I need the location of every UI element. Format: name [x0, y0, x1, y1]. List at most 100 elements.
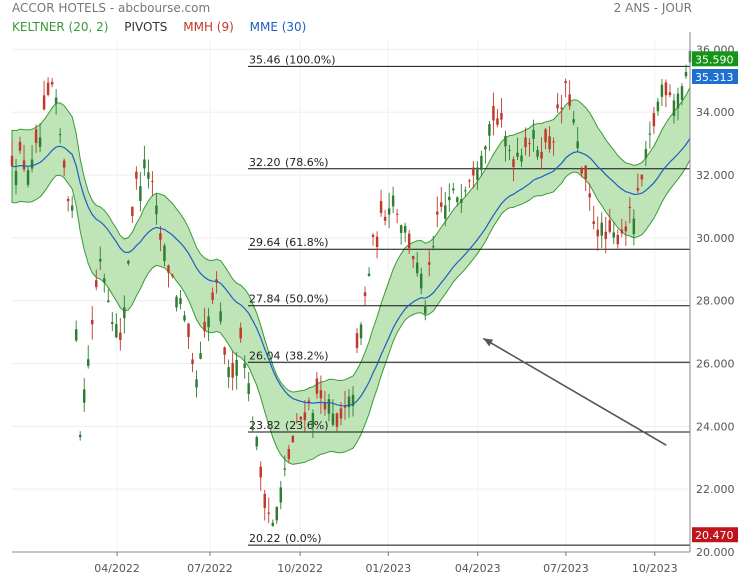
candle-body [255, 437, 258, 447]
chart-axes: 36.00034.00032.00030.00028.00026.00024.0… [12, 32, 735, 575]
y-tick-label: 34.000 [696, 106, 735, 119]
trend-arrow [482, 337, 667, 446]
candle-body [684, 72, 688, 77]
current-price-badge: 35.590 [695, 53, 734, 66]
y-tick-label: 24.000 [696, 420, 735, 433]
candle-body [22, 160, 26, 170]
candle-body [227, 367, 230, 378]
y-tick-label: 26.000 [696, 358, 735, 371]
candle-body [363, 292, 367, 297]
indicator-legend: KELTNER (20, 2) PIVOTS MMH (9) MME (30) [12, 20, 318, 34]
candle-body [195, 379, 198, 388]
keltner-channel [11, 87, 691, 465]
candle-body [123, 307, 126, 319]
candle-body [175, 296, 178, 308]
candle-body [395, 213, 399, 215]
price-badges: 35.590 35.313 20.470 [692, 51, 738, 543]
candle-body [411, 255, 415, 260]
candle-body [179, 298, 182, 305]
candle-body [496, 118, 499, 125]
candle-body [95, 280, 98, 287]
candle-body [391, 195, 395, 207]
fib-level-percent: (100.0%) [285, 53, 336, 66]
candle-body [78, 434, 82, 437]
candle-body [584, 165, 587, 180]
candle-body [323, 402, 327, 410]
fib-level-percent: (0.0%) [285, 532, 322, 545]
candle-body [608, 220, 611, 232]
candle-body [528, 143, 531, 145]
candle-body [62, 160, 66, 168]
keltner-band [11, 87, 691, 465]
legend-mme[interactable]: MME (30) [249, 20, 307, 34]
candle-body [243, 363, 246, 369]
candle-body [604, 231, 607, 240]
candle-body [283, 468, 287, 470]
x-tick-label: 04/2022 [94, 562, 140, 575]
y-tick-label: 22.000 [696, 483, 735, 496]
candle-body [167, 265, 170, 273]
candle-body [355, 333, 359, 349]
candle-body [676, 93, 680, 109]
candle-body [291, 435, 295, 443]
candlesticks [10, 41, 692, 527]
candle-body [303, 412, 307, 421]
candle-body [468, 180, 471, 182]
candle-body [199, 353, 202, 359]
x-tick-label: 10/2023 [632, 562, 678, 575]
candle-body [576, 141, 579, 149]
x-tick-label: 07/2022 [187, 562, 233, 575]
candle-body [440, 202, 443, 207]
arrow-head [483, 338, 494, 347]
candle-body [536, 150, 539, 157]
candle-body [187, 323, 190, 337]
candle-body [452, 188, 455, 191]
candle-body [135, 171, 138, 179]
candle-body [99, 258, 102, 262]
candle-body [375, 236, 379, 248]
candle-body [231, 362, 234, 378]
candle-body [423, 305, 427, 314]
candle-body [436, 211, 439, 215]
candle-body [656, 101, 660, 112]
candle-body [359, 324, 363, 339]
candle-body [30, 159, 34, 169]
candle-body [367, 273, 371, 276]
candle-body [432, 246, 435, 248]
legend-keltner[interactable]: KELTNER (20, 2) [12, 20, 109, 34]
candle-body [171, 274, 174, 277]
candle-body [219, 311, 222, 322]
candle-body [460, 199, 463, 203]
fib-level-value: 35.46 [249, 53, 281, 66]
y-tick-label: 32.000 [696, 169, 735, 182]
candle-body [10, 155, 14, 167]
candle-body [516, 152, 519, 157]
candle-body [319, 390, 323, 399]
candle-body [476, 167, 479, 180]
candle-body [387, 208, 391, 215]
candle-body [680, 86, 684, 100]
candle-body [267, 512, 270, 514]
candle-body [251, 426, 254, 430]
x-tick-label: 01/2023 [365, 562, 411, 575]
candle-body [139, 186, 142, 202]
candle-body [103, 278, 106, 283]
candle-body [327, 399, 331, 414]
mme-value-badge-bg [692, 69, 738, 85]
candle-body [383, 216, 387, 221]
candle-body [504, 135, 507, 147]
candle-body [295, 421, 299, 423]
candle-body [399, 225, 403, 233]
candle-body [159, 233, 162, 240]
fib-level-value: 29.64 [249, 236, 281, 249]
candle-body [315, 378, 319, 394]
low-value-badge: 20.470 [695, 529, 734, 542]
candle-body [660, 84, 664, 97]
legend-pivots[interactable]: PIVOTS [124, 20, 168, 34]
candle-body [26, 170, 30, 185]
x-tick-label: 04/2023 [455, 562, 501, 575]
candle-body [632, 218, 636, 235]
candle-body [464, 190, 467, 192]
legend-mmh[interactable]: MMH (9) [183, 20, 234, 34]
candle-body [347, 396, 351, 408]
